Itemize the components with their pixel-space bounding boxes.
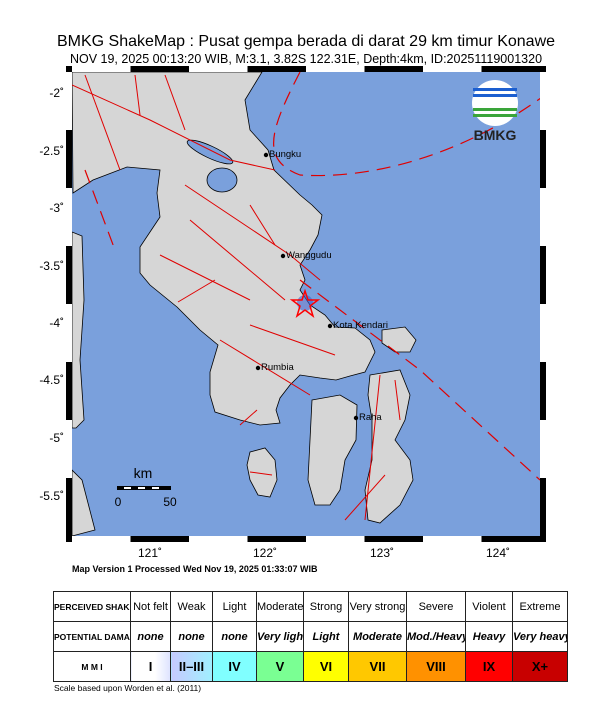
- shaking-cell: Weak: [170, 591, 213, 622]
- kabaena-island: [246, 447, 278, 498]
- mmi-cell: VI: [303, 651, 349, 682]
- damage-cell: Heavy: [465, 621, 513, 652]
- shaking-cell: Very strong: [348, 591, 407, 622]
- place-label: Rumbia: [261, 362, 294, 373]
- svg-text:0: 0: [115, 495, 122, 509]
- mmi-cell: VII: [348, 651, 407, 682]
- muna-island: [307, 394, 358, 506]
- map-subtitle: NOV 19, 2025 00:13:20 WIB, M:3.1, 3.82S …: [69, 52, 543, 66]
- damage-cell: Very heavy: [512, 621, 568, 652]
- mmi-cell: II–III: [170, 651, 213, 682]
- lake: [206, 167, 238, 193]
- place-dot: [280, 253, 286, 259]
- mmi-cell: X+: [512, 651, 568, 682]
- scale-note: Scale based upon Worden et al. (2011): [54, 683, 202, 693]
- shaking-cell: Violent: [465, 591, 513, 622]
- lon-label: 122˚: [253, 546, 278, 560]
- mmi-label: M M I: [53, 651, 131, 682]
- lat-label: -3˚: [49, 201, 64, 215]
- mmi-cell: I: [130, 651, 171, 682]
- shaking-cell: Light: [212, 591, 257, 622]
- lat-label: -3.5˚: [39, 259, 64, 273]
- bmkg-logo: BMKG: [472, 80, 518, 143]
- lon-label: 124˚: [486, 546, 511, 560]
- shaking-cell: Severe: [406, 591, 466, 622]
- lat-label: -2˚: [49, 86, 64, 100]
- svg-text:km: km: [134, 465, 153, 481]
- mmi-cell: V: [256, 651, 304, 682]
- potential-damage-label: POTENTIAL DAMAGE: [53, 621, 131, 652]
- svg-text:50: 50: [163, 495, 177, 509]
- lat-label: -4˚: [49, 316, 64, 330]
- lat-label: -5˚: [49, 431, 64, 445]
- shaking-cell: Moderate: [256, 591, 304, 622]
- place-dot: [263, 152, 269, 158]
- places: Bungku Wanggudu Kota Kendari Rumbia Raha: [255, 149, 388, 423]
- map-title: BMKG ShakeMap : Pusat gempa berada di da…: [56, 33, 556, 50]
- logo-text: BMKG: [474, 127, 517, 143]
- lon-label: 121˚: [138, 546, 163, 560]
- place-label: Raha: [359, 412, 382, 423]
- intensity-legend: PERCEIVED SHAKINGNot feltWeakLightModera…: [53, 591, 568, 682]
- shaking-cell: Strong: [303, 591, 349, 622]
- lat-label: -2.5˚: [39, 144, 64, 158]
- place-label: Bungku: [269, 149, 301, 160]
- damage-cell: none: [130, 621, 171, 652]
- fault-lines: [72, 74, 401, 521]
- place-label: Kota Kendari: [333, 320, 388, 331]
- epicenter-marker: [289, 288, 321, 318]
- place-dot: [255, 365, 261, 371]
- place-dot: [353, 415, 359, 421]
- place-dot: [327, 323, 333, 329]
- shaking-cell: Not felt: [130, 591, 171, 622]
- intensity-contours: [84, 72, 540, 481]
- sw-land: [72, 469, 96, 536]
- place-label: Wanggudu: [286, 250, 332, 261]
- shaking-cell: Extreme: [512, 591, 568, 622]
- mmi-cell: IV: [212, 651, 257, 682]
- lat-label: -5.5˚: [39, 489, 64, 503]
- epicenter-star-icon: [289, 288, 321, 318]
- damage-cell: Very light: [256, 621, 304, 652]
- mmi-cell: IX: [465, 651, 513, 682]
- lon-label: 123˚: [370, 546, 395, 560]
- lake: [186, 139, 234, 165]
- damage-cell: Mod./Heavy: [406, 621, 466, 652]
- damage-cell: Light: [303, 621, 349, 652]
- lat-label: -4.5˚: [39, 373, 64, 387]
- damage-cell: none: [212, 621, 257, 652]
- damage-cell: Moderate: [348, 621, 407, 652]
- wawonii-island: [381, 326, 417, 353]
- map-version: Map Version 1 Processed Wed Nov 19, 2025…: [72, 564, 318, 574]
- frame-ticks: [66, 66, 546, 542]
- mmi-cell: VIII: [406, 651, 466, 682]
- damage-cell: none: [170, 621, 213, 652]
- scale-bar: km 0 50: [115, 465, 177, 509]
- shakemap: Bungku Wanggudu Kota Kendari Rumbia Raha BMK…: [66, 66, 546, 542]
- perceived-shaking-label: PERCEIVED SHAKING: [53, 591, 131, 622]
- west-coast-land: [72, 231, 85, 429]
